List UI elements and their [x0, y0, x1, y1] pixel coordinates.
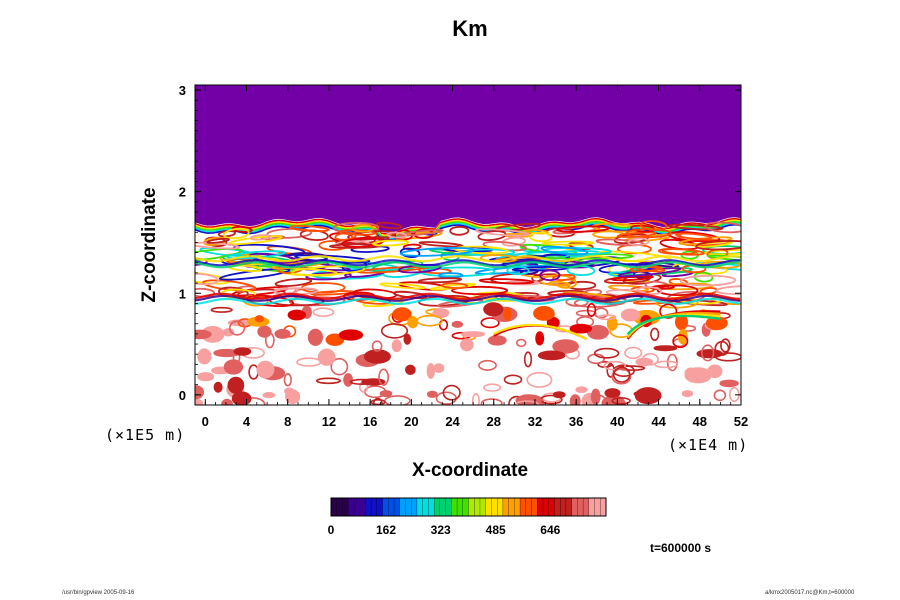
colorbar-segment	[416, 497, 424, 517]
colorbar-segment	[433, 497, 441, 517]
colorbar-segment	[577, 497, 584, 517]
x-tick-label: 44	[651, 414, 666, 429]
y-tick-label: 3	[179, 83, 186, 98]
heatmap-field	[195, 85, 741, 405]
colorbar-segment	[560, 497, 567, 517]
x-tick-label: 12	[322, 414, 336, 429]
y-tick-label: 1	[179, 286, 186, 301]
plot-frame	[194, 84, 742, 406]
colorbar-segment	[428, 497, 435, 517]
colorbar-segment	[365, 497, 372, 517]
colorbar-segment	[502, 497, 510, 517]
colorbar-segment	[399, 497, 406, 517]
colorbar-segment	[496, 497, 504, 517]
colorbar-segment	[542, 497, 550, 517]
colorbar-segment	[571, 497, 578, 517]
x-tick-label: 20	[404, 414, 418, 429]
colorbar-segment	[405, 497, 412, 517]
colorbar-segment	[508, 497, 515, 517]
colorbar-segment	[330, 497, 338, 517]
colorbar-segment	[531, 497, 538, 517]
colorbar-segment	[456, 497, 464, 517]
x-tick-label: 28	[487, 414, 501, 429]
x-tick-label: 8	[284, 414, 291, 429]
x-tick-label: 36	[569, 414, 583, 429]
colorbar-segment	[411, 497, 418, 517]
colorbar-segment	[439, 497, 447, 517]
colorbar-segment	[462, 497, 469, 517]
colorbar-segment	[594, 497, 601, 517]
x-tick-label: 48	[693, 414, 707, 429]
colorbar-segment	[376, 497, 384, 517]
colorbar-tick-label: 485	[486, 523, 506, 537]
colorbar-segment	[382, 497, 389, 517]
x-axis-label: X-coordinate	[411, 460, 529, 481]
x-tick-label: 4	[243, 414, 251, 429]
colorbar-segment	[485, 497, 492, 517]
colorbar-segment	[525, 497, 532, 517]
x-tick-label: 24	[445, 414, 460, 429]
colorbar-tick-label: 323	[431, 523, 451, 537]
x-tick-label: 32	[528, 414, 542, 429]
colorbar-segment	[474, 497, 481, 517]
colorbar-segment	[548, 497, 555, 517]
colorbar-segment	[537, 497, 544, 517]
y-tick-label: 0	[179, 388, 186, 403]
colorbar-segment	[422, 497, 429, 517]
time-label: t=600000 s	[650, 541, 712, 555]
colorbar-segment	[342, 497, 349, 517]
colorbar-tick-label: 646	[540, 523, 560, 537]
colorbar-segment	[336, 497, 343, 517]
colorbar-segment	[554, 497, 561, 517]
colorbar-segment	[388, 497, 395, 517]
x-scale-label: (×1E4 m)	[668, 436, 749, 454]
colorbar-segment	[600, 497, 607, 517]
colorbar-segment	[479, 497, 487, 517]
colorbar-segment	[588, 497, 595, 517]
colorbar-segment	[582, 497, 590, 517]
colorbar-tick-label: 162	[376, 523, 396, 537]
footer-right: a/kmx2005017.nc@Km,t=600000	[765, 590, 855, 596]
y-tick-label: 2	[179, 185, 186, 200]
x-tick-label: 40	[610, 414, 624, 429]
colorbar-segment	[491, 497, 498, 517]
y-axis-label: Z-coordinate	[139, 187, 160, 303]
colorbar-tick-label: 0	[328, 523, 335, 537]
colorbar-segment	[468, 497, 475, 517]
colorbar-segment	[370, 497, 378, 517]
colorbar-frame	[330, 497, 607, 517]
colorbar-segment	[393, 497, 401, 517]
colorbar-segment	[514, 497, 521, 517]
colorbar-segment	[445, 497, 452, 517]
colorbar-segment	[348, 497, 355, 517]
colorbar-segment	[359, 497, 366, 517]
colorbar-segment	[353, 497, 361, 517]
y-scale-label: (×1E5 m)	[105, 426, 186, 444]
colorbar-segment	[519, 497, 527, 517]
x-tick-label: 0	[202, 414, 209, 429]
chart-title: Km	[452, 16, 488, 41]
footer-left: /usr/bin/gpview 2005-09-16	[62, 590, 135, 596]
x-tick-label: 52	[734, 414, 748, 429]
x-tick-label: 16	[363, 414, 377, 429]
colorbar-segment	[565, 497, 573, 517]
colorbar-segment	[451, 497, 458, 517]
